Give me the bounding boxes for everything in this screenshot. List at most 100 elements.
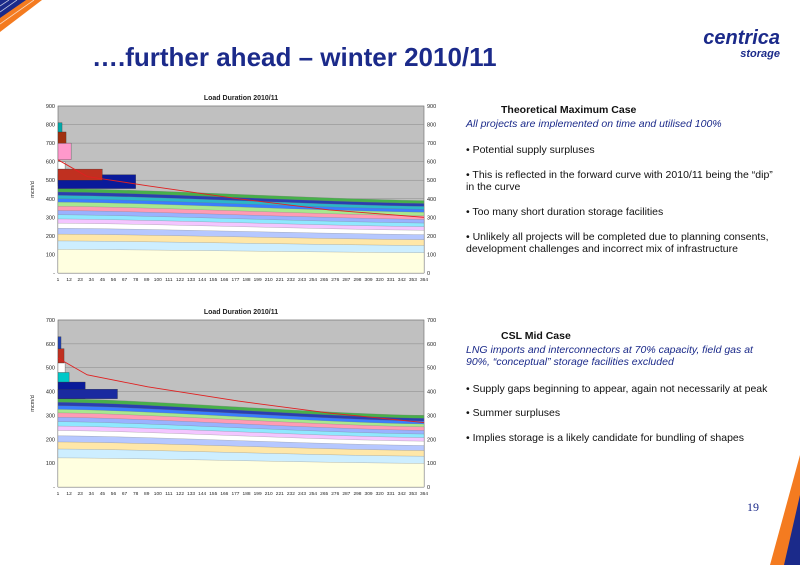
y-tick-label-right: 600 (427, 342, 436, 348)
x-tick-label: 199 (254, 491, 262, 497)
logo-main-text: centrica (703, 27, 780, 49)
x-tick-label: 122 (176, 491, 184, 497)
y-tick-label-right: 300 (427, 215, 436, 221)
load-duration-chart-1: Load Duration 2010/11 - 0 100 100 200 200 300 30… (26, 92, 444, 287)
y-tick-label-left: 200 (46, 437, 55, 443)
x-tick-label: 23 (78, 491, 84, 497)
x-tick-label: 100 (154, 491, 162, 497)
x-tick-label: 56 (111, 491, 117, 497)
case1-subtitle: All projects are implemented on time and… (466, 117, 722, 130)
y-tick-label-left: 500 (46, 366, 55, 372)
y-tick-label-left: 300 (46, 413, 55, 419)
x-tick-label: 309 (365, 277, 373, 283)
case1-text-block: Theoretical Maximum Case All projects ar… (466, 104, 778, 268)
x-tick-label: 243 (298, 277, 306, 283)
x-tick-label: 12 (66, 491, 72, 497)
y-tick-label-right: 800 (427, 123, 436, 129)
x-tick-label: 133 (187, 491, 195, 497)
x-tick-label: 111 (165, 277, 173, 283)
peak-block (57, 372, 70, 383)
demand-curve (57, 159, 425, 218)
x-tick-label: 287 (342, 491, 350, 497)
case2-subtitle: LNG imports and interconnectors at 70% c… (466, 343, 753, 369)
x-tick-label: 67 (122, 491, 128, 497)
y-tick-label-left: 600 (46, 160, 55, 166)
x-tick-label: 166 (220, 491, 228, 497)
peak-block (57, 168, 103, 181)
x-tick-label: 342 (398, 277, 406, 283)
x-tick-label: 177 (231, 277, 239, 283)
y-tick-label-right: 300 (427, 413, 436, 419)
x-tick-label: 45 (100, 277, 106, 283)
x-tick-label: 1 (57, 491, 60, 497)
peak-block (57, 122, 63, 133)
x-tick-label: 210 (265, 491, 273, 497)
x-tick-label: 199 (254, 277, 262, 283)
x-tick-label: 331 (387, 277, 395, 283)
y-tick-label-left: 100 (46, 252, 55, 258)
chart-title: Load Duration 2010/11 (204, 309, 278, 316)
y-tick-label-right: 500 (427, 366, 436, 372)
y-tick-label-left: 400 (46, 390, 55, 396)
peak-block (57, 389, 118, 399)
chart-title: Load Duration 2010/11 (204, 95, 278, 102)
stack-layer (57, 249, 425, 274)
x-tick-label: 221 (276, 491, 284, 497)
y-axis-label: mcm/d (30, 181, 36, 198)
slide-title: ….further ahead – winter 2010/11 (92, 42, 497, 72)
y-tick-label-right: 100 (427, 252, 436, 258)
y-tick-label-right: 400 (427, 390, 436, 396)
case1-heading: Theoretical Maximum Case (501, 104, 637, 116)
y-tick-label-right: 200 (427, 437, 436, 443)
logo-sub-text: storage (740, 48, 780, 60)
x-tick-label: 265 (320, 277, 328, 283)
x-tick-label: 353 (409, 277, 417, 283)
x-tick-label: 232 (287, 491, 295, 497)
case2-bullet: • Summer surpluses (466, 407, 561, 420)
peak-block (57, 362, 66, 373)
y-tick-label-left: 800 (46, 123, 55, 129)
y-tick-label-right: 900 (427, 104, 436, 110)
chart-svg: Load Duration 2010/11 - 0 100 100 200 200 300 30… (30, 309, 436, 497)
y-tick-label-left: 400 (46, 197, 55, 203)
x-tick-label: 298 (353, 491, 361, 497)
x-tick-label: 287 (342, 277, 350, 283)
x-tick-label: 276 (331, 491, 339, 497)
y-tick-label-right: 0 (427, 271, 430, 277)
corner-decoration (0, 0, 42, 32)
y-tick-label-right: 0 (427, 485, 430, 491)
x-tick-label: 89 (144, 277, 150, 283)
y-tick-label-left: 900 (46, 104, 55, 110)
x-tick-label: 155 (209, 277, 217, 283)
x-tick-label: 309 (365, 491, 373, 497)
y-tick-label-left: - (53, 485, 55, 491)
x-tick-label: 34 (89, 277, 95, 283)
y-tick-label-left: 200 (46, 234, 55, 240)
x-tick-label: 177 (231, 491, 239, 497)
x-tick-label: 1 (57, 277, 60, 283)
centrica-logo: centrica storage (680, 28, 780, 60)
x-tick-label: 56 (111, 277, 117, 283)
x-tick-label: 166 (220, 277, 228, 283)
y-tick-label-right: 700 (427, 318, 436, 324)
x-tick-label: 298 (353, 277, 361, 283)
y-tick-label-right: 600 (427, 160, 436, 166)
load-duration-chart-2: Load Duration 2010/11 - 0 100 100 200 200 300 30… (26, 306, 444, 501)
demand-curve (57, 357, 425, 424)
y-tick-label-left: 600 (46, 342, 55, 348)
y-tick-label-right: 100 (427, 461, 436, 467)
x-tick-label: 243 (298, 491, 306, 497)
x-tick-label: 254 (309, 491, 317, 497)
case1-bullet: • This is reflected in the forward curve… (466, 168, 773, 194)
case2-bullet: • Supply gaps beginning to appear, again… (466, 382, 768, 395)
x-tick-label: 364 (420, 491, 428, 497)
x-tick-label: 320 (376, 277, 384, 283)
x-tick-label: 331 (387, 491, 395, 497)
x-tick-label: 276 (331, 277, 339, 283)
x-tick-label: 320 (376, 491, 384, 497)
x-tick-label: 232 (287, 277, 295, 283)
x-tick-label: 155 (209, 491, 217, 497)
x-tick-label: 133 (187, 277, 195, 283)
x-tick-label: 188 (243, 277, 251, 283)
case2-heading: CSL Mid Case (501, 330, 571, 342)
